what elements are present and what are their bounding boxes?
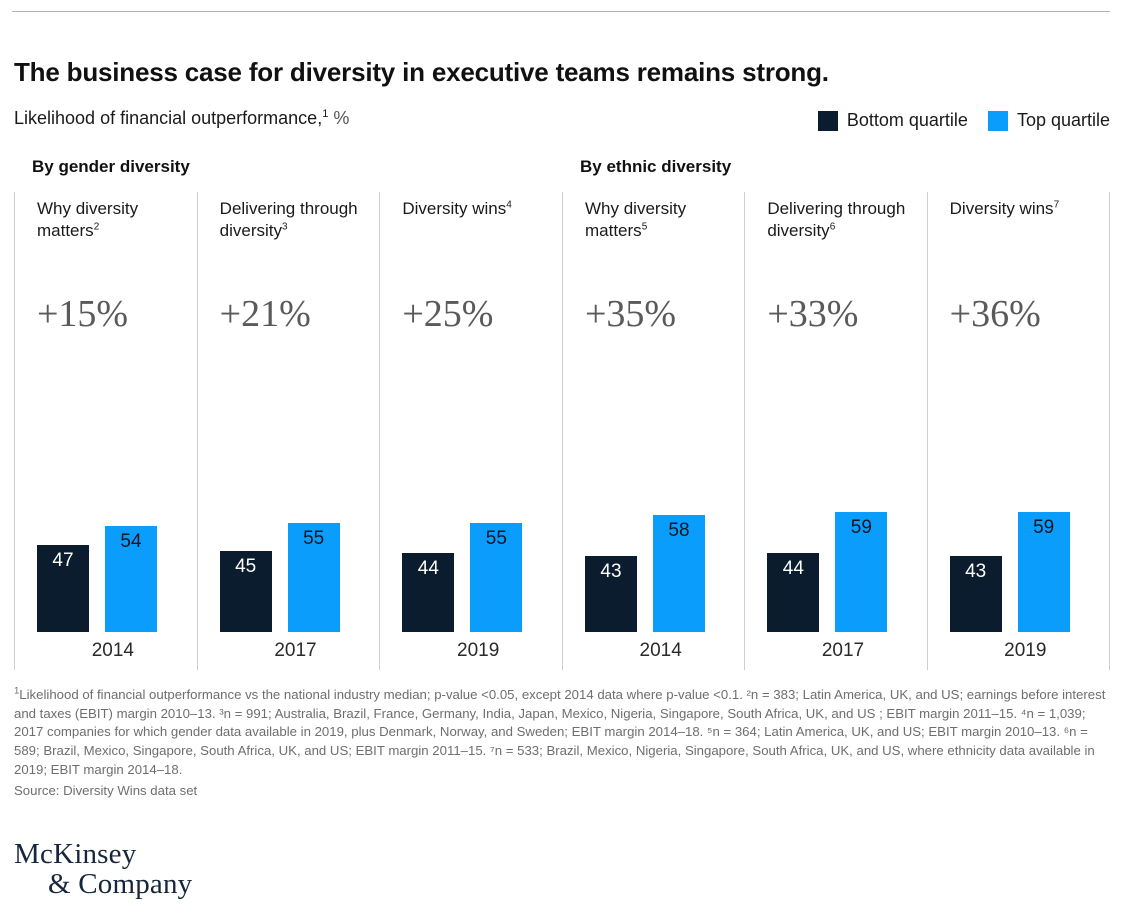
column-label-marker: 4 (506, 199, 512, 211)
axis-year-label: 2019 (457, 640, 500, 661)
bar-top-quartile[interactable]: 55 (470, 522, 523, 632)
column-label: Why diversity matters2 (15, 192, 197, 284)
bar-value-label: 47 (52, 550, 74, 572)
column-label-text: Diversity wins (949, 199, 1054, 218)
footnote-leading-marker: 1 (14, 685, 20, 697)
column-label-marker: 2 (93, 220, 100, 232)
square-swatch-icon (817, 110, 838, 131)
column-diversity-wins-ethnic: Diversity wins7 +36% 43 59 2019 (926, 192, 1110, 670)
column-bars: 44 59 (745, 356, 926, 632)
subtitle-unit: % (333, 108, 350, 128)
bar-value-label: 43 (965, 561, 987, 583)
column-delta-value: +35% (585, 293, 677, 335)
footnote-body: 1Likelihood of financial outperformance … (14, 686, 1112, 780)
column-bars: 44 55 (380, 356, 562, 632)
group-ethnic-diversity: By ethnic diversity Why diversity matter… (562, 158, 1110, 670)
bar-value-label: 55 (485, 527, 507, 549)
column-delta-value: +15% (37, 293, 129, 335)
group-columns: Why diversity matters2 +15% 47 54 2014 D… (14, 192, 562, 670)
bar-value-label: 59 (1033, 516, 1055, 538)
column-bars: 43 58 (563, 356, 744, 632)
page-title: The business case for diversity in execu… (14, 57, 829, 88)
column-delta-value: +21% (219, 293, 311, 335)
column-label: Diversity wins7 (928, 192, 1109, 284)
column-label-text: Delivering through diversity (219, 199, 358, 240)
column-label-text: Delivering through diversity (767, 199, 906, 240)
column-label: Delivering through diversity6 (745, 192, 926, 284)
bar-value-label: 59 (850, 516, 872, 538)
axis-year-label: 2014 (91, 640, 134, 661)
subtitle-text: Likelihood of financial outperformance, (14, 108, 323, 128)
column-label: Delivering through diversity3 (198, 192, 380, 284)
column-bars: 47 54 (15, 356, 197, 632)
column-delta-value: +33% (767, 293, 859, 335)
column-label-text: Why diversity matters (585, 199, 687, 240)
chart-legend: Bottom quartile Top quartile (817, 110, 1110, 131)
mckinsey-logo: McKinsey & Company (14, 838, 193, 900)
axis-year-label: 2014 (639, 640, 682, 661)
logo-line-1: McKinsey (14, 838, 137, 870)
bar-bottom-quartile[interactable]: 43 (585, 556, 637, 632)
chart-body: By gender diversity Why diversity matter… (14, 158, 1110, 670)
bar-bottom-quartile[interactable]: 45 (219, 550, 272, 632)
column-why-diversity-matters-ethnic: Why diversity matters5 +35% 43 58 2014 (562, 192, 744, 670)
logo-line-2: & Company (48, 867, 193, 900)
bar-value-label: 45 (235, 555, 257, 577)
bar-top-quartile[interactable]: 59 (835, 511, 888, 632)
column-why-diversity-matters-gender: Why diversity matters2 +15% 47 54 2014 (14, 192, 197, 670)
group-columns: Why diversity matters5 +35% 43 58 2014 D… (562, 192, 1110, 670)
bar-bottom-quartile[interactable]: 44 (767, 553, 820, 632)
axis-year-label: 2017 (274, 640, 317, 661)
legend-item-bottom-quartile[interactable]: Bottom quartile (817, 110, 968, 131)
column-label-marker: 7 (1053, 199, 1060, 211)
bar-bottom-quartile[interactable]: 47 (37, 545, 89, 632)
bar-value-label: 54 (120, 530, 142, 552)
square-swatch-icon (987, 110, 1008, 131)
top-divider (12, 11, 1110, 12)
column-label-marker: 6 (829, 220, 836, 232)
source-line: Source: Diversity Wins data set (14, 782, 198, 798)
footnote-text: Likelihood of financial outperformance v… (14, 687, 1106, 777)
column-diversity-wins-gender: Diversity wins4 +25% 44 55 2019 (379, 192, 562, 670)
column-label-marker: 5 (641, 220, 648, 232)
column-label: Why diversity matters5 (563, 192, 744, 284)
group-title: By ethnic diversity (580, 157, 732, 176)
bar-value-label: 44 (782, 558, 804, 580)
legend-label: Top quartile (1016, 110, 1110, 130)
bar-bottom-quartile[interactable]: 43 (949, 556, 1002, 632)
group-title: By gender diversity (32, 157, 190, 176)
legend-item-top-quartile[interactable]: Top quartile (987, 110, 1110, 131)
bar-top-quartile[interactable]: 58 (653, 514, 705, 632)
column-label: Diversity wins4 (380, 192, 562, 284)
bar-top-quartile[interactable]: 55 (287, 522, 340, 632)
subtitle-footnote-marker: 1 (322, 108, 329, 120)
column-label-text: Diversity wins (402, 199, 507, 218)
column-delta-value: +25% (402, 293, 494, 335)
bar-value-label: 58 (668, 519, 690, 541)
column-delivering-through-diversity-gender: Delivering through diversity3 +21% 45 55… (196, 192, 380, 670)
column-delivering-through-diversity-ethnic: Delivering through diversity6 +33% 44 59… (744, 192, 926, 670)
column-bars: 45 55 (198, 356, 380, 632)
column-delta-value: +36% (949, 293, 1041, 335)
axis-year-label: 2019 (1004, 640, 1047, 661)
legend-label: Bottom quartile (846, 110, 968, 130)
axis-year-label: 2017 (821, 640, 865, 661)
group-gender-diversity: By gender diversity Why diversity matter… (14, 158, 562, 670)
bar-value-label: 44 (417, 558, 439, 580)
bar-bottom-quartile[interactable]: 44 (402, 553, 455, 632)
bar-value-label: 43 (600, 561, 622, 583)
bar-top-quartile[interactable]: 59 (1017, 511, 1070, 632)
column-bars: 43 59 (928, 356, 1109, 632)
bar-value-label: 55 (303, 527, 325, 549)
column-label-marker: 3 (282, 220, 288, 232)
footnotes: 1Likelihood of financial outperformance … (14, 686, 1112, 800)
chart-subtitle: Likelihood of financial outperformance,1… (14, 108, 349, 129)
bar-top-quartile[interactable]: 54 (105, 525, 157, 632)
column-label-text: Why diversity matters (37, 199, 139, 240)
